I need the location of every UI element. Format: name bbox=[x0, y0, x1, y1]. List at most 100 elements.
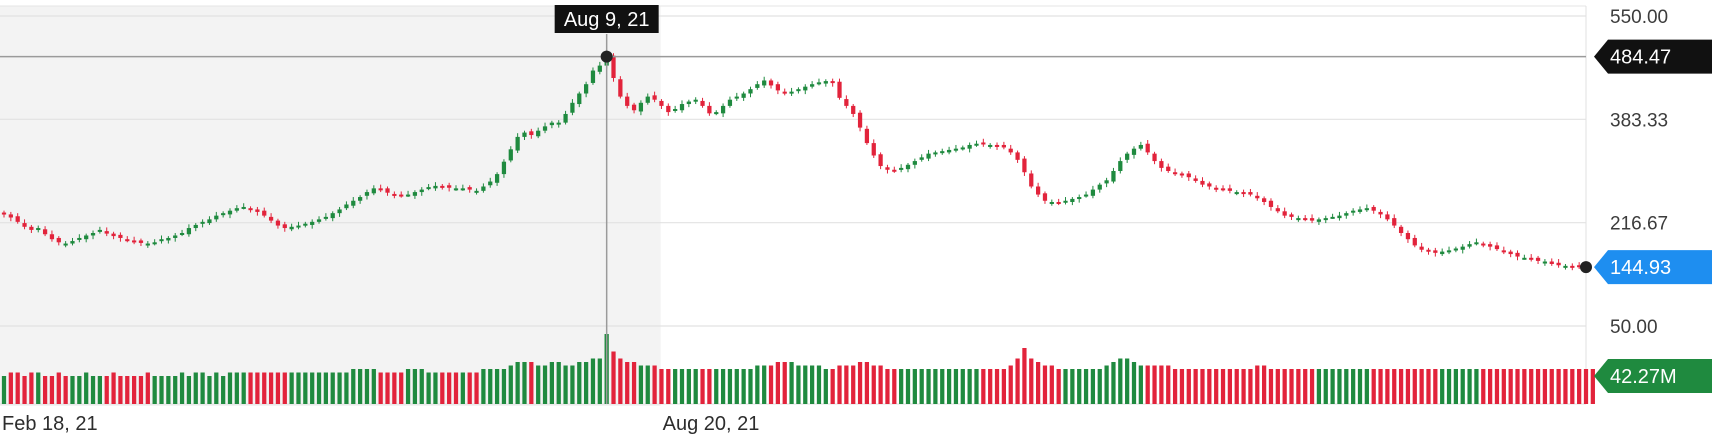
candle-body[interactable] bbox=[536, 130, 541, 137]
candle-body[interactable] bbox=[1357, 209, 1363, 212]
candle-body[interactable] bbox=[1077, 197, 1082, 200]
candle-body[interactable] bbox=[1453, 248, 1459, 251]
candle-body[interactable] bbox=[878, 154, 883, 167]
candle-body[interactable] bbox=[1570, 265, 1575, 268]
candle-body[interactable] bbox=[905, 164, 911, 170]
candle-body[interactable] bbox=[659, 100, 664, 106]
candle-body[interactable] bbox=[919, 157, 924, 160]
candle-body[interactable] bbox=[166, 237, 171, 241]
candle-body[interactable] bbox=[926, 153, 931, 159]
candle-body[interactable] bbox=[946, 149, 952, 153]
candle-body[interactable] bbox=[488, 181, 493, 186]
candle-body[interactable] bbox=[1104, 180, 1109, 184]
candle-body[interactable] bbox=[1371, 206, 1376, 211]
candle-body[interactable] bbox=[214, 215, 219, 220]
candle-body[interactable] bbox=[303, 223, 308, 226]
candle-body[interactable] bbox=[460, 188, 465, 191]
candle-body[interactable] bbox=[1015, 152, 1020, 160]
candle-body[interactable] bbox=[200, 221, 205, 224]
candle-body[interactable] bbox=[323, 216, 329, 219]
candle-body[interactable] bbox=[159, 239, 164, 242]
candle-body[interactable] bbox=[686, 101, 691, 105]
candle-body[interactable] bbox=[227, 210, 233, 215]
candle-body[interactable] bbox=[1248, 192, 1253, 195]
candle-body[interactable] bbox=[63, 243, 68, 246]
candle-body[interactable] bbox=[1063, 200, 1068, 203]
candle-body[interactable] bbox=[1097, 184, 1102, 190]
candle-body[interactable] bbox=[720, 105, 726, 114]
candle-body[interactable] bbox=[399, 194, 404, 197]
candle-body[interactable] bbox=[1001, 144, 1007, 148]
candle-body[interactable] bbox=[90, 233, 96, 236]
candle-body[interactable] bbox=[515, 136, 520, 151]
candle-body[interactable] bbox=[837, 81, 842, 98]
candle-body[interactable] bbox=[22, 223, 27, 227]
candle-body[interactable] bbox=[953, 148, 959, 151]
candle-body[interactable] bbox=[36, 228, 41, 231]
candle-body[interactable] bbox=[1214, 187, 1219, 190]
candle-body[interactable] bbox=[447, 185, 452, 188]
candle-body[interactable] bbox=[1138, 144, 1143, 149]
candle-body[interactable] bbox=[84, 235, 89, 240]
candle-body[interactable] bbox=[851, 105, 856, 114]
candlesticks[interactable] bbox=[1, 53, 1589, 271]
candle-body[interactable] bbox=[501, 161, 507, 175]
candle-body[interactable] bbox=[823, 81, 828, 84]
candle-body[interactable] bbox=[49, 234, 55, 240]
candle-body[interactable] bbox=[830, 81, 835, 84]
hover-point[interactable] bbox=[600, 50, 613, 63]
candle-body[interactable] bbox=[1481, 243, 1486, 246]
candle-body[interactable] bbox=[118, 234, 123, 238]
candle-body[interactable] bbox=[994, 144, 1000, 147]
candle-body[interactable] bbox=[967, 144, 972, 149]
candle-body[interactable] bbox=[275, 220, 281, 226]
candle-body[interactable] bbox=[1193, 178, 1198, 181]
candle-body[interactable] bbox=[330, 213, 335, 219]
candle-body[interactable] bbox=[529, 131, 534, 136]
candle-body[interactable] bbox=[1487, 244, 1493, 247]
candle-body[interactable] bbox=[337, 209, 342, 214]
candle-body[interactable] bbox=[1405, 233, 1411, 240]
candle-body[interactable] bbox=[796, 89, 801, 92]
candle-body[interactable] bbox=[727, 99, 733, 106]
candle-body[interactable] bbox=[625, 96, 630, 106]
candle-body[interactable] bbox=[857, 112, 863, 128]
candle-body[interactable] bbox=[583, 84, 589, 94]
candle-body[interactable] bbox=[809, 84, 815, 87]
candle-body[interactable] bbox=[426, 187, 431, 190]
candle-body[interactable] bbox=[70, 241, 75, 244]
candle-body[interactable] bbox=[453, 188, 459, 191]
candle-body[interactable] bbox=[282, 224, 287, 229]
candle-body[interactable] bbox=[522, 132, 527, 137]
candle-body[interactable] bbox=[1008, 148, 1013, 153]
candle-body[interactable] bbox=[1234, 192, 1239, 195]
candle-body[interactable] bbox=[392, 193, 397, 196]
candle-body[interactable] bbox=[652, 95, 657, 100]
candle-body[interactable] bbox=[1275, 208, 1280, 212]
candle-body[interactable] bbox=[1378, 211, 1383, 215]
candle-body[interactable] bbox=[645, 96, 650, 103]
candle-body[interactable] bbox=[378, 188, 383, 191]
candle-body[interactable] bbox=[768, 80, 774, 86]
candle-body[interactable] bbox=[1118, 161, 1123, 171]
candle-body[interactable] bbox=[357, 197, 363, 201]
candle-body[interactable] bbox=[1323, 218, 1328, 221]
candle-body[interactable] bbox=[885, 167, 890, 170]
candle-body[interactable] bbox=[1515, 252, 1520, 257]
candle-body[interactable] bbox=[1166, 166, 1171, 171]
candle-body[interactable] bbox=[351, 200, 356, 206]
candle-body[interactable] bbox=[433, 185, 438, 189]
candle-body[interactable] bbox=[1446, 250, 1452, 253]
candle-body[interactable] bbox=[1029, 173, 1034, 187]
candle-body[interactable] bbox=[1460, 246, 1465, 250]
candle-body[interactable] bbox=[364, 192, 370, 196]
candle-body[interactable] bbox=[803, 86, 808, 91]
candle-body[interactable] bbox=[1419, 246, 1424, 250]
candle-body[interactable] bbox=[590, 70, 596, 83]
candle-body[interactable] bbox=[1241, 192, 1246, 195]
candle-body[interactable] bbox=[1494, 245, 1500, 250]
candle-body[interactable] bbox=[707, 105, 712, 114]
candle-body[interactable] bbox=[1501, 250, 1506, 253]
candle-body[interactable] bbox=[1529, 257, 1534, 260]
candle-body[interactable] bbox=[42, 229, 48, 235]
